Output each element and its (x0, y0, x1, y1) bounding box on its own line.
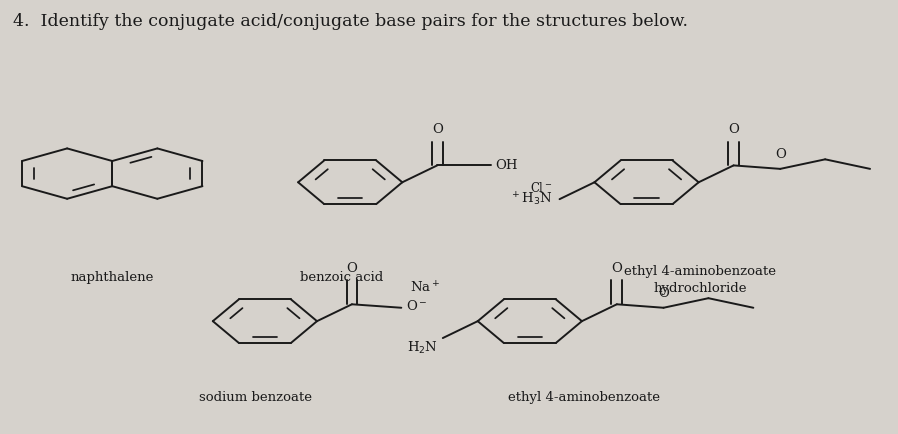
Text: sodium benzoate: sodium benzoate (199, 391, 313, 404)
Text: hydrochloride: hydrochloride (654, 282, 747, 295)
Text: Na$^+$: Na$^+$ (410, 280, 441, 296)
Text: $^+$H$_3$N: $^+$H$_3$N (509, 191, 552, 208)
Text: O: O (347, 262, 357, 275)
Text: naphthalene: naphthalene (71, 271, 154, 284)
Text: OH: OH (496, 159, 518, 172)
Text: O: O (432, 123, 443, 136)
Text: O$^-$: O$^-$ (406, 299, 427, 312)
Text: benzoic acid: benzoic acid (300, 271, 383, 284)
Text: Cl$^-$: Cl$^-$ (530, 181, 552, 195)
Text: O: O (775, 148, 786, 161)
Text: O: O (612, 262, 622, 275)
Text: ethyl 4-aminobenzoate: ethyl 4-aminobenzoate (507, 391, 660, 404)
Text: ethyl 4-aminobenzoate: ethyl 4-aminobenzoate (624, 265, 777, 278)
Text: H$_2$N: H$_2$N (408, 340, 438, 356)
Text: O: O (658, 287, 669, 300)
Text: 4.  Identify the conjugate acid/conjugate base pairs for the structures below.: 4. Identify the conjugate acid/conjugate… (13, 13, 689, 30)
Text: O: O (728, 123, 739, 136)
